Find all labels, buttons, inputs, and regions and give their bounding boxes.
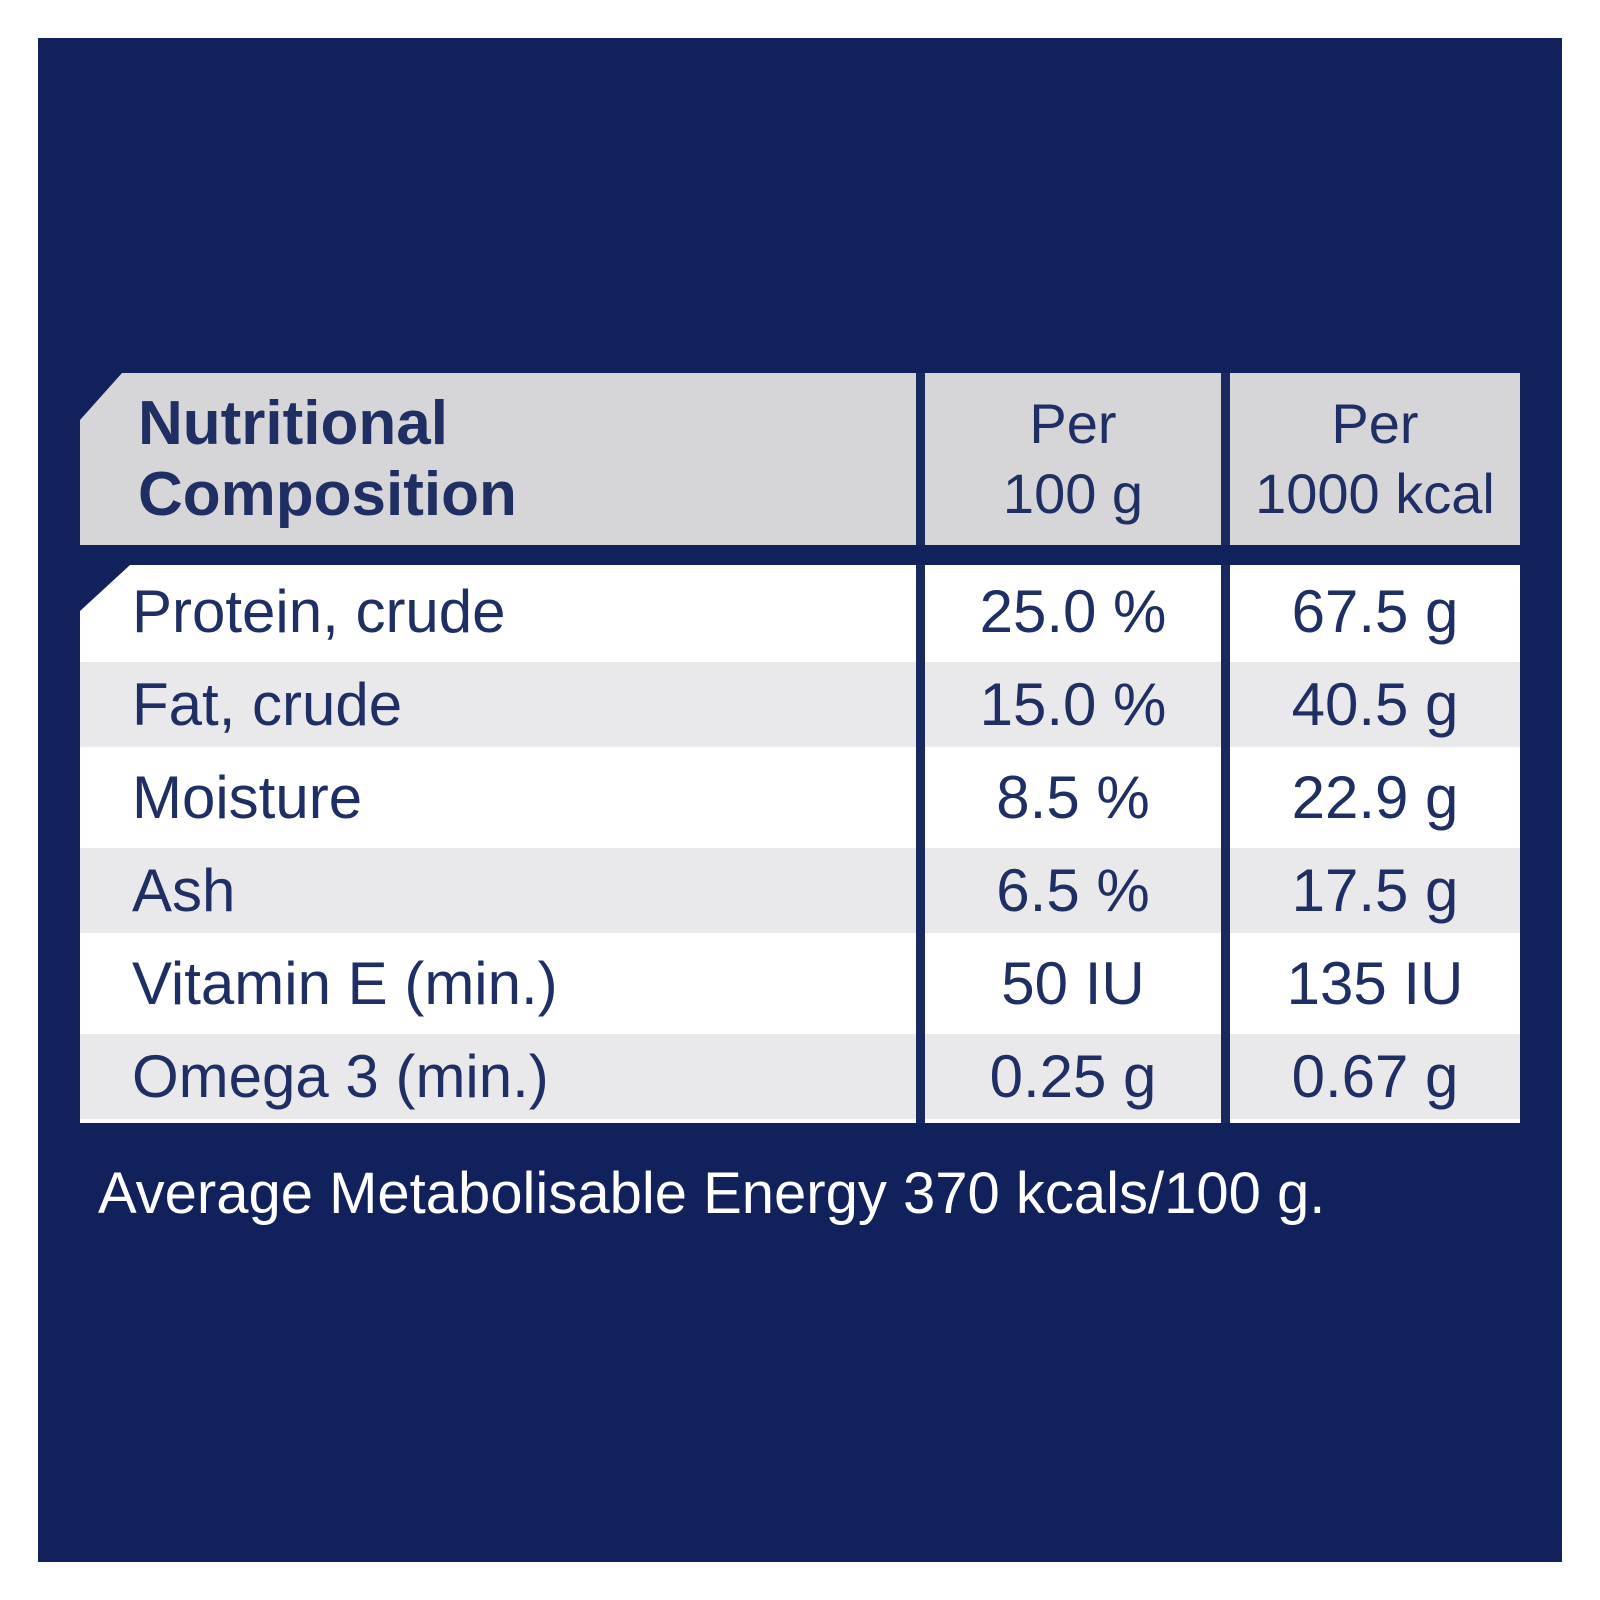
column-divider bbox=[1221, 658, 1230, 751]
per-100g-value: 15.0 % bbox=[925, 658, 1221, 751]
per-1000kcal-value: 67.5 g bbox=[1230, 565, 1520, 658]
column-divider bbox=[916, 373, 925, 545]
nutrient-label: Moisture bbox=[80, 751, 916, 844]
per-100g-value: 25.0 % bbox=[925, 565, 1221, 658]
column-divider bbox=[1221, 565, 1230, 658]
table-header-per-100g: Per 100 g bbox=[925, 373, 1221, 545]
panel-content: Nutritional Composition Per 100 g Per 10… bbox=[80, 373, 1520, 1229]
nutrient-label: Omega 3 (min.) bbox=[80, 1030, 916, 1123]
per-1000kcal-value: 22.9 g bbox=[1230, 751, 1520, 844]
table-row: Omega 3 (min.) 0.25 g 0.67 g bbox=[80, 1030, 1520, 1123]
per-100g-value: 0.25 g bbox=[925, 1030, 1221, 1123]
per-100g-value: 6.5 % bbox=[925, 844, 1221, 937]
table-header: Nutritional Composition Per 100 g Per 10… bbox=[80, 373, 1520, 545]
table-row: Moisture 8.5 % 22.9 g bbox=[80, 751, 1520, 844]
nutrient-label: Protein, crude bbox=[80, 565, 916, 658]
per-1000kcal-value: 0.67 g bbox=[1230, 1030, 1520, 1123]
nutrient-label: Fat, crude bbox=[80, 658, 916, 751]
energy-note: Average Metabolisable Energy 370 kcals/1… bbox=[98, 1161, 1326, 1226]
per-1000kcal-value: 17.5 g bbox=[1230, 844, 1520, 937]
column-divider bbox=[1221, 1030, 1230, 1123]
column-divider bbox=[1221, 844, 1230, 937]
nutrient-label: Vitamin E (min.) bbox=[80, 937, 916, 1030]
per-100g-value: 50 IU bbox=[925, 937, 1221, 1030]
column-divider bbox=[916, 937, 925, 1030]
table-row: Ash 6.5 % 17.5 g bbox=[80, 844, 1520, 937]
per-1000kcal-value: 40.5 g bbox=[1230, 658, 1520, 751]
table-row: Protein, crude 25.0 % 67.5 g bbox=[80, 565, 1520, 658]
nutrient-label: Ash bbox=[80, 844, 916, 937]
column-divider bbox=[916, 565, 925, 658]
column-divider bbox=[916, 751, 925, 844]
per-100g-value: 8.5 % bbox=[925, 751, 1221, 844]
table-row: Fat, crude 15.0 % 40.5 g bbox=[80, 658, 1520, 751]
column-divider bbox=[916, 844, 925, 937]
column-divider bbox=[916, 658, 925, 751]
column-divider bbox=[916, 1030, 925, 1123]
table-header-title: Nutritional Composition bbox=[80, 373, 916, 545]
column-divider bbox=[1221, 937, 1230, 1030]
nutrition-panel: Nutritional Composition Per 100 g Per 10… bbox=[38, 38, 1562, 1562]
table-header-per-1000kcal: Per 1000 kcal bbox=[1230, 373, 1520, 545]
nutrition-table: Nutritional Composition Per 100 g Per 10… bbox=[80, 373, 1520, 1123]
table-body: Protein, crude 25.0 % 67.5 g Fat, crude … bbox=[80, 565, 1520, 1123]
per-1000kcal-value: 135 IU bbox=[1230, 937, 1520, 1030]
column-divider bbox=[1221, 751, 1230, 844]
column-divider bbox=[1221, 373, 1230, 545]
table-row: Vitamin E (min.) 50 IU 135 IU bbox=[80, 937, 1520, 1030]
